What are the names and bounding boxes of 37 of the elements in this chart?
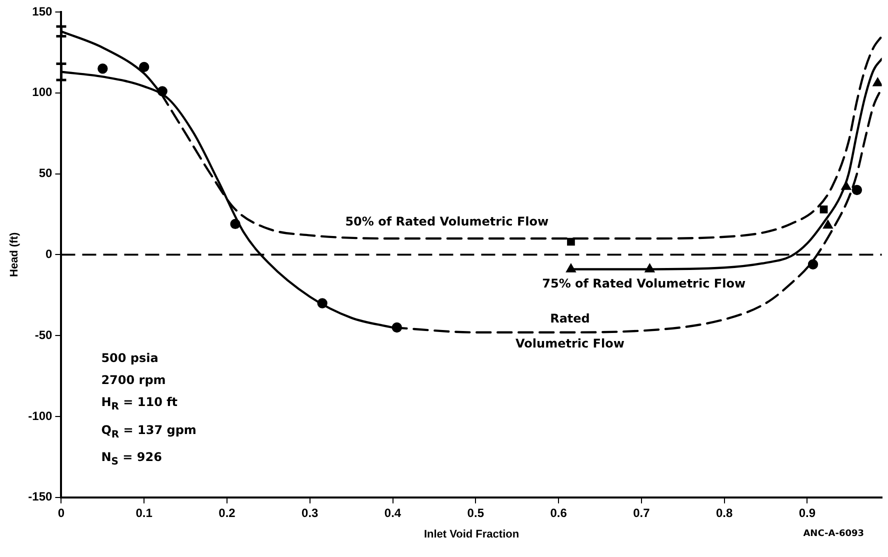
x-tick-label: 0.5	[467, 506, 484, 520]
x-tick-label: 0.7	[633, 506, 650, 520]
point	[873, 78, 882, 86]
annotation: 2700 rpm	[101, 372, 167, 390]
x-axis-title: Inlet Void Fraction	[424, 528, 520, 540]
x-tick-label: 0.4	[384, 506, 402, 520]
annotation: 500 psia	[101, 350, 160, 368]
x-tick-label: 0.3	[302, 506, 319, 520]
point	[852, 184, 862, 196]
x-tick-label: 0	[58, 506, 65, 520]
point	[566, 264, 576, 272]
series-label: 50% of Rated Volumetric Flow	[345, 214, 549, 229]
annotation: H$_{R}$ = 110 ft	[101, 394, 179, 415]
annotation: N$_{S}$ = 926	[101, 449, 163, 470]
x-tick-label: 0.1	[136, 506, 153, 520]
text: ANC-A-6093	[803, 529, 864, 540]
point	[823, 220, 832, 229]
x-tick-label: 0.8	[716, 506, 733, 520]
y-tick-label: -50	[34, 328, 53, 342]
y-tick-label: 0	[46, 247, 53, 262]
series-label: 75% of Rated Volumetric Flow	[542, 276, 746, 290]
x-tick-label: 0.6	[550, 506, 568, 520]
point	[139, 62, 150, 72]
y-tick-label: 150	[32, 4, 53, 18]
point	[98, 64, 108, 74]
point	[820, 205, 828, 214]
x-tick-label: 0.9	[798, 506, 816, 520]
series-label: Rated Volumetric Flow	[516, 311, 624, 350]
y-tick-label: -100	[28, 408, 53, 423]
y-tick-label: 50	[38, 166, 53, 180]
y-axis-title: Head (ft)	[8, 232, 21, 278]
y-tick-label: 100	[32, 85, 53, 100]
x-tick-label: 0.2	[218, 506, 236, 520]
point	[567, 238, 575, 246]
point	[808, 259, 818, 270]
annotation: Q$_{R}$ = 137 gpm	[101, 422, 196, 442]
y-tick-label: -150	[28, 490, 53, 504]
